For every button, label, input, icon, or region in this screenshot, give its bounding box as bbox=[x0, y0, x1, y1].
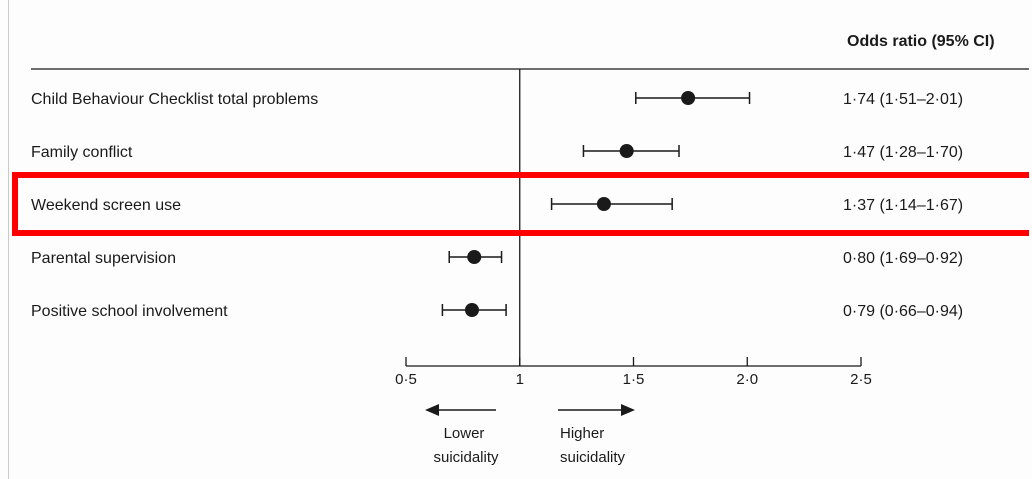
arrow-right-head bbox=[621, 404, 635, 416]
forest-plot-frame: Odds ratio (95% CI) Child Behaviour Check… bbox=[8, 0, 1029, 479]
row-label: Weekend screen use bbox=[31, 197, 181, 214]
point-estimate bbox=[464, 303, 479, 317]
direction-right-label-1: Higher bbox=[560, 425, 604, 442]
row-ci-text: 1·74 (1·51–2·01) bbox=[843, 91, 963, 108]
highlight-box bbox=[12, 172, 1029, 236]
x-tick-label: 2·0 bbox=[736, 371, 758, 388]
header-odds-ratio: Odds ratio (95% CI) bbox=[847, 33, 995, 50]
row-label: Child Behaviour Checklist total problems bbox=[31, 91, 318, 108]
forest-plot: Odds ratio (95% CI) Child Behaviour Check… bbox=[12, 33, 1029, 466]
x-tick-label: 2·5 bbox=[850, 371, 872, 388]
point-estimate bbox=[596, 197, 611, 211]
row-label: Family conflict bbox=[31, 144, 133, 161]
x-tick-label: 1 bbox=[516, 371, 524, 388]
point-estimate bbox=[681, 91, 696, 105]
row-label: Positive school involvement bbox=[31, 303, 228, 320]
row-label: Parental supervision bbox=[31, 250, 176, 267]
arrow-left-head bbox=[425, 404, 439, 416]
direction-left-label-2: suicidality bbox=[433, 449, 499, 466]
x-tick-label: 0·5 bbox=[395, 371, 417, 388]
point-estimate bbox=[467, 250, 482, 264]
row-ci-text: 1·47 (1·28–1·70) bbox=[843, 144, 963, 161]
direction-right-label-2: suicidality bbox=[560, 449, 626, 466]
direction-left-label-1: Lower bbox=[444, 425, 485, 442]
row-ci-text: 1·37 (1·14–1·67) bbox=[843, 197, 963, 214]
x-tick-label: 1·5 bbox=[623, 371, 645, 388]
point-estimate bbox=[619, 144, 634, 158]
row-ci-text: 0·80 (1·69–0·92) bbox=[843, 250, 963, 267]
row-ci-text: 0·79 (0·66–0·94) bbox=[843, 303, 963, 320]
